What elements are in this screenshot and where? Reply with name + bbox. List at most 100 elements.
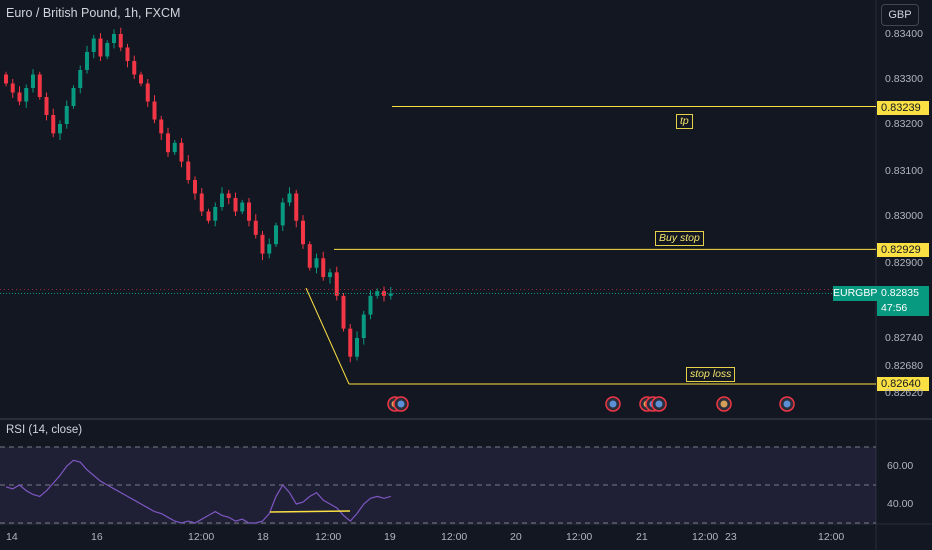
candle-body-48 — [328, 272, 332, 278]
buy-stop-note[interactable]: Buy stop — [655, 231, 704, 246]
tp-price-tag: 0.83239 — [877, 101, 929, 115]
candle-body-28 — [193, 180, 197, 194]
candle-body-43 — [294, 193, 299, 221]
stop-loss-price-tag: 0.82640 — [877, 377, 929, 391]
candle-body-8 — [58, 124, 62, 134]
candle-body-54 — [368, 295, 373, 315]
candle-body-34 — [233, 198, 238, 212]
candle-body-42 — [287, 193, 292, 203]
candle-body-9 — [64, 106, 69, 124]
candle-body-30 — [206, 211, 211, 221]
candle-body-3 — [24, 88, 29, 102]
price-tick-label-3: 0.83100 — [885, 165, 923, 177]
candle-body-33 — [226, 193, 231, 198]
candle-body-50 — [341, 295, 346, 329]
candle-body-2 — [17, 92, 22, 102]
candle-body-29 — [199, 193, 204, 212]
price-tick-label-8: 0.82620 — [885, 387, 923, 399]
candle-body-55 — [375, 291, 380, 296]
candle-body-27 — [186, 161, 191, 180]
candle-body-7 — [51, 115, 56, 134]
candle-body-1 — [10, 83, 15, 93]
candle-body-12 — [85, 52, 89, 70]
candle-body-41 — [280, 202, 285, 226]
price-tick-label-4: 0.83000 — [885, 210, 923, 222]
candle-body-19 — [132, 61, 137, 75]
candle-body-6 — [44, 97, 49, 115]
stop-loss-note[interactable]: stop loss — [686, 367, 736, 382]
candle-body-47 — [321, 258, 326, 278]
candle-body-13 — [91, 38, 96, 52]
candle-body-31 — [213, 207, 218, 221]
candle-body-57 — [388, 293, 393, 296]
candle-body-49 — [334, 272, 339, 296]
candle-body-16 — [112, 34, 116, 43]
time-tick-label-11: 23 — [725, 531, 737, 543]
candle-body-18 — [125, 47, 130, 61]
price-tick-label-0: 0.83400 — [885, 28, 923, 40]
price-tick-label-6: 0.82740 — [885, 332, 923, 344]
bar-countdown: 47:56 — [881, 302, 908, 314]
rsi-tick-label-1: 40.00 — [887, 498, 914, 510]
last-price: 0.82835 — [881, 287, 919, 299]
buy-stop-price-tag: 0.82929 — [877, 243, 929, 257]
candle-body-51 — [348, 328, 353, 357]
candle-body-53 — [361, 314, 366, 338]
candle-body-44 — [301, 220, 305, 245]
candle-body-39 — [267, 244, 272, 254]
chart-title: Euro / British Pound, 1h, FXCM — [6, 6, 181, 20]
time-tick-label-4: 12:00 — [315, 531, 342, 543]
candle-body-25 — [172, 142, 177, 153]
price-tick-label-5: 0.82900 — [885, 257, 923, 269]
candle-body-5 — [37, 74, 42, 97]
rsi-divergence-line — [269, 510, 351, 513]
candle-body-15 — [105, 43, 110, 57]
candle-body-24 — [166, 133, 170, 153]
candle-body-36 — [247, 202, 251, 221]
rsi-label: RSI (14, close) — [6, 424, 83, 436]
candle-body-4 — [31, 74, 35, 88]
candle-body-38 — [260, 234, 265, 254]
candle-body-10 — [71, 88, 76, 106]
candle-body-0 — [4, 74, 8, 84]
tp-note[interactable]: tp — [676, 114, 693, 129]
time-tick-label-9: 21 — [636, 531, 648, 543]
candle-body-52 — [355, 338, 359, 357]
candle-body-26 — [179, 142, 184, 162]
candle-body-46 — [314, 258, 319, 268]
time-tick-label-12: 12:00 — [818, 531, 845, 543]
candle-body-35 — [240, 202, 245, 212]
candle-body-32 — [220, 193, 224, 207]
candle-body-21 — [145, 83, 150, 102]
time-tick-label-3: 18 — [257, 531, 269, 543]
event-marker-dot-2 — [609, 400, 617, 408]
symbol-tag: EURGBP — [833, 286, 878, 301]
time-tick-label-2: 12:00 — [188, 531, 215, 543]
candle-body-14 — [98, 38, 103, 57]
candle-body-40 — [274, 225, 278, 245]
rsi-tick-label-0: 60.00 — [887, 460, 914, 472]
time-tick-label-1: 16 — [91, 531, 103, 543]
event-marker-dot-5 — [655, 400, 663, 408]
time-tick-label-0: 14 — [6, 531, 18, 543]
candle-body-22 — [152, 101, 157, 120]
last-price-tag: 0.82835 47:56 — [877, 286, 929, 316]
candle-body-37 — [253, 220, 258, 235]
time-tick-label-7: 20 — [510, 531, 522, 543]
currency-button[interactable]: GBP — [881, 4, 919, 26]
rsi-line — [5, 459, 391, 524]
drawn-trend-line — [305, 287, 350, 385]
candle-body-20 — [139, 74, 143, 84]
event-marker-dot-7 — [783, 400, 791, 408]
time-tick-label-8: 12:00 — [566, 531, 593, 543]
event-marker-dot-6 — [720, 400, 728, 408]
time-tick-label-10: 12:00 — [692, 531, 719, 543]
candle-body-45 — [307, 244, 312, 268]
price-tick-label-2: 0.83200 — [885, 118, 923, 130]
event-marker-dot-1 — [397, 400, 405, 408]
price-tick-label-7: 0.82680 — [885, 360, 923, 372]
price-tick-label-1: 0.83300 — [885, 73, 923, 85]
candle-body-23 — [159, 119, 164, 134]
rsi-band — [0, 447, 876, 523]
